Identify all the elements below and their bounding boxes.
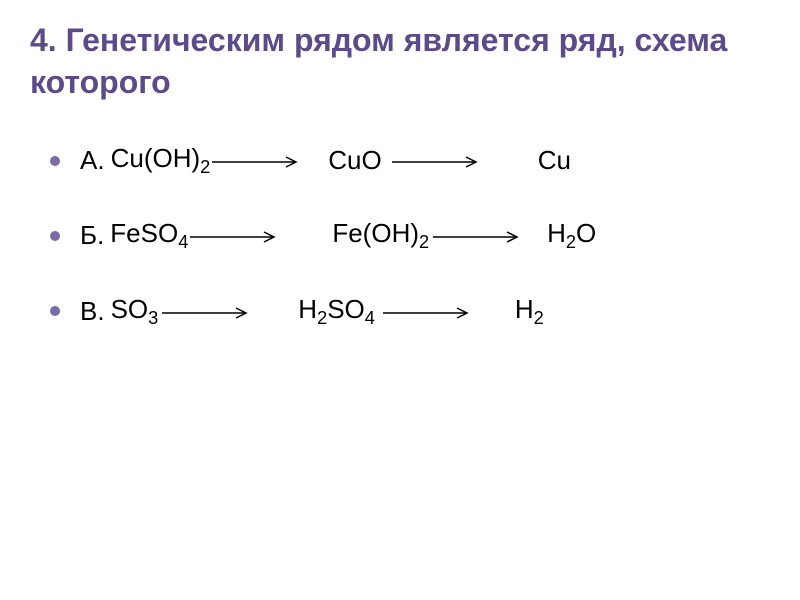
arrow-icon bbox=[392, 145, 482, 176]
chem-term: CuO bbox=[328, 145, 381, 176]
list-item: А. Cu(OH)2 CuO Cu bbox=[50, 143, 770, 178]
list-item: В. SO3 H2SO4 H2 bbox=[50, 294, 770, 329]
arrow-icon bbox=[383, 296, 473, 327]
chem-term: SO3 bbox=[111, 294, 159, 329]
chem-term: FeSO4 bbox=[110, 218, 188, 253]
arrow-icon bbox=[212, 145, 302, 176]
bullet-icon bbox=[50, 156, 60, 166]
bullet-icon bbox=[50, 231, 60, 241]
row-label: В. bbox=[80, 296, 105, 327]
chem-term: Cu bbox=[538, 145, 571, 176]
arrow-icon bbox=[190, 220, 280, 251]
row-label: Б. bbox=[80, 220, 104, 251]
list-item: Б. FeSO4 Fe(OH)2 H2O bbox=[50, 218, 770, 253]
slide-title: 4. Генетическим рядом является ряд, схем… bbox=[0, 0, 800, 133]
arrow-icon bbox=[162, 296, 252, 327]
chem-term: H2 bbox=[515, 294, 544, 329]
row-label: А. bbox=[80, 145, 105, 176]
chem-term: H2SO4 bbox=[298, 294, 375, 329]
chem-term: Fe(OH)2 bbox=[332, 218, 429, 253]
arrow-icon bbox=[433, 220, 523, 251]
chem-term: H2O bbox=[547, 218, 596, 253]
bullet-icon bbox=[50, 306, 60, 316]
content-area: А. Cu(OH)2 CuO Cu Б. FeSO4 Fe(OH)2 H2O В… bbox=[0, 133, 800, 329]
chem-term: Cu(OH)2 bbox=[111, 143, 211, 178]
